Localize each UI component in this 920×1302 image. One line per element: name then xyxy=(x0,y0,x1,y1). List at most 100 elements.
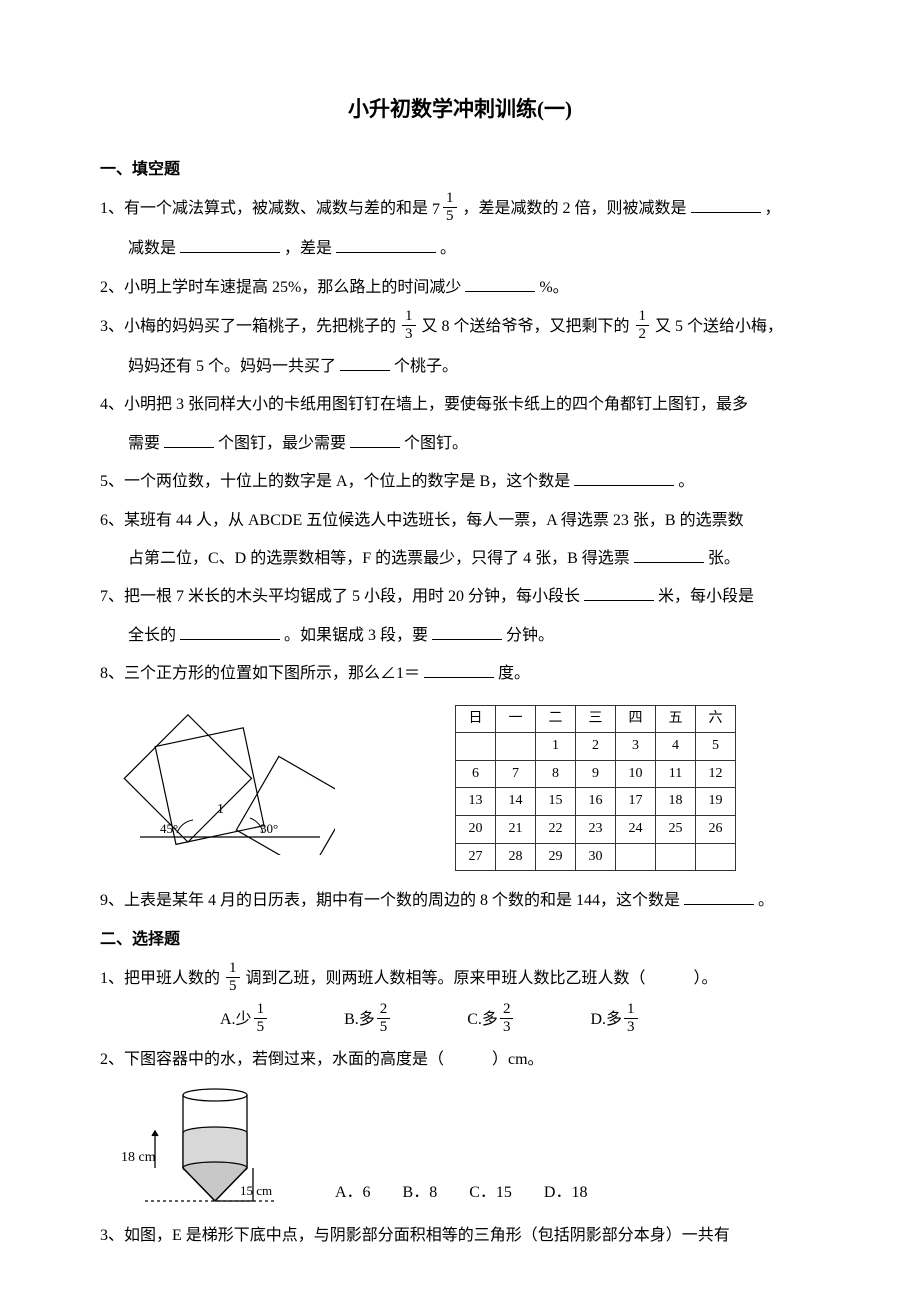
q3-frac2: 1 2 xyxy=(636,309,650,342)
q6-l2-b: 张。 xyxy=(708,550,740,567)
q2-options-text[interactable]: A．6 B．8 C．15 D．18 xyxy=(335,1184,587,1201)
angle-30-label: 30° xyxy=(260,821,278,836)
blank[interactable] xyxy=(465,274,535,292)
q1-frac: 1 5 xyxy=(443,191,457,224)
q7-l2-a: 全长的 xyxy=(128,627,176,644)
blank[interactable] xyxy=(691,196,761,214)
q1-text-c: ， xyxy=(765,200,781,217)
blank[interactable] xyxy=(424,661,494,679)
calendar-head-cell: 二 xyxy=(536,705,576,733)
blank[interactable] xyxy=(164,430,214,448)
q7: 7、把一根 7 米长的木头平均锯成了 5 小段，用时 20 分钟，每小段长 米，… xyxy=(100,582,820,612)
calendar-cell: 2 xyxy=(576,733,616,761)
q1-l2-c: 。 xyxy=(440,240,456,257)
option-d[interactable]: D.多13 xyxy=(590,1004,639,1037)
calendar-cell: 21 xyxy=(496,815,536,843)
q1: 1、有一个减法算式，被减数、减数与差的和是 7 1 5 ，差是减数的 2 倍，则… xyxy=(100,193,820,226)
s2-q2: 2、下图容器中的水，若倒过来，水面的高度是（ ）cm。 xyxy=(100,1045,820,1075)
blank[interactable] xyxy=(432,622,502,640)
calendar-cell: 3 xyxy=(616,733,656,761)
blank[interactable] xyxy=(180,236,280,254)
q3-text-c: 又 5 个送给小梅， xyxy=(655,318,783,335)
calendar-table: 日一二三四五六123456789101112131415161718192021… xyxy=(455,705,736,872)
q4-l2-a: 需要 xyxy=(128,435,160,452)
frac-den: 5 xyxy=(226,978,240,994)
three-squares-figure: 45° 30° 1 xyxy=(115,705,335,855)
frac-num: 1 xyxy=(226,961,240,978)
blank[interactable] xyxy=(340,353,390,371)
optC-pre: C.多 xyxy=(467,1011,498,1028)
q2-text-a: 2、小明上学时车速提高 25%，那么路上的时间减少 xyxy=(100,279,461,296)
blank[interactable] xyxy=(584,584,654,602)
q3-l2-b: 个桃子。 xyxy=(394,358,458,375)
calendar-cell: 29 xyxy=(536,843,576,871)
q4-l2-c: 个图钉。 xyxy=(404,435,468,452)
q3-line2: 妈妈还有 5 个。妈妈一共买了 个桃子。 xyxy=(128,352,820,382)
frac-den: 2 xyxy=(636,326,650,342)
q1-text-a: 1、有一个减法算式，被减数、减数与差的和是 xyxy=(100,200,428,217)
q7-line2: 全长的 。如果锯成 3 段，要 分钟。 xyxy=(128,621,820,651)
calendar-cell: 16 xyxy=(576,788,616,816)
optC-frac: 23 xyxy=(500,1002,514,1035)
angle-45-label: 45° xyxy=(160,821,178,836)
label-15cm: 15 cm xyxy=(240,1183,272,1198)
q8-text-a: 8、三个正方形的位置如下图所示，那么∠1＝ xyxy=(100,665,420,682)
q1-mixed-fraction: 7 1 5 xyxy=(432,193,459,226)
optB-frac: 25 xyxy=(377,1002,391,1035)
calendar-cell: 4 xyxy=(656,733,696,761)
calendar-head-cell: 三 xyxy=(576,705,616,733)
calendar-cell xyxy=(456,733,496,761)
q5-body: 5、一个两位数，十位上的数字是 A，个位上的数字是 B，这个数是 。 xyxy=(100,467,820,497)
q1-l2-a: 减数是 xyxy=(128,240,176,257)
calendar-head-cell: 四 xyxy=(616,705,656,733)
s2-q1-body: 1、把甲班人数的 1 5 调到乙班，则两班人数相等。原来甲班人数比乙班人数（ ）… xyxy=(100,963,820,996)
q4-body: 4、小明把 3 张同样大小的卡纸用图钉钉在墙上，要使每张卡纸上的四个角都钉上图钉… xyxy=(100,390,820,420)
q3-l2-a: 妈妈还有 5 个。妈妈一共买了 xyxy=(128,358,336,375)
calendar-cell xyxy=(496,733,536,761)
blank[interactable] xyxy=(634,545,704,563)
optB-pre: B.多 xyxy=(344,1011,375,1028)
q6-l2-a: 占第二位，C、D 的选票数相等，F 的选票最少，只得了 4 张，B 得选票 xyxy=(128,550,630,567)
calendar-cell xyxy=(656,843,696,871)
calendar-cell xyxy=(616,843,656,871)
calendar-cell: 10 xyxy=(616,760,656,788)
q1-whole: 7 xyxy=(432,195,440,225)
frac-den: 3 xyxy=(402,326,416,342)
q6: 6、某班有 44 人，从 ABCDE 五位候选人中选班长，每人一票，A 得选票 … xyxy=(100,506,820,536)
calendar-head-cell: 一 xyxy=(496,705,536,733)
q3-text-a: 3、小梅的妈妈买了一箱桃子，先把桃子的 xyxy=(100,318,396,335)
optD-frac: 13 xyxy=(624,1002,638,1035)
blank[interactable] xyxy=(336,236,436,254)
optA-frac: 15 xyxy=(254,1002,268,1035)
calendar-cell: 22 xyxy=(536,815,576,843)
calendar-cell: 30 xyxy=(576,843,616,871)
q7-body: 7、把一根 7 米长的木头平均锯成了 5 小段，用时 20 分钟，每小段长 米，… xyxy=(100,582,820,612)
q4-line2: 需要 个图钉，最少需要 个图钉。 xyxy=(128,429,820,459)
option-c[interactable]: C.多23 xyxy=(467,1004,515,1037)
blank[interactable] xyxy=(574,469,674,487)
q6-line2: 占第二位，C、D 的选票数相等，F 的选票最少，只得了 4 张，B 得选票 张。 xyxy=(128,544,820,574)
q4-l2-b: 个图钉，最少需要 xyxy=(218,435,346,452)
option-b[interactable]: B.多25 xyxy=(344,1004,392,1037)
q7-l2-b: 。如果锯成 3 段，要 xyxy=(284,627,428,644)
calendar-cell: 15 xyxy=(536,788,576,816)
calendar-cell: 20 xyxy=(456,815,496,843)
frac-num: 1 xyxy=(636,309,650,326)
s2-q1-options: A.少15 B.多25 C.多23 D.多13 xyxy=(220,1004,820,1037)
blank[interactable] xyxy=(684,888,754,906)
cylinder-figure: 18 cm 15 cm xyxy=(115,1083,285,1213)
calendar-cell: 27 xyxy=(456,843,496,871)
option-a[interactable]: A.少15 xyxy=(220,1004,269,1037)
q5-text-b: 。 xyxy=(678,473,694,490)
section-1-head: 一、填空题 xyxy=(100,155,820,185)
s2q1-b: 调到乙班，则两班人数相等。原来甲班人数比乙班人数（ ）。 xyxy=(246,970,718,987)
q1-line2: 减数是 ，差是 。 xyxy=(128,234,820,264)
blank[interactable] xyxy=(180,622,280,640)
s2-q2-body: 2、下图容器中的水，若倒过来，水面的高度是（ ）cm。 xyxy=(100,1045,820,1075)
calendar-cell: 8 xyxy=(536,760,576,788)
frac-num: 1 xyxy=(402,309,416,326)
blank[interactable] xyxy=(350,430,400,448)
s2-q2-options: A．6 B．8 C．15 D．18 xyxy=(335,1178,622,1208)
calendar-cell: 24 xyxy=(616,815,656,843)
calendar-cell: 9 xyxy=(576,760,616,788)
